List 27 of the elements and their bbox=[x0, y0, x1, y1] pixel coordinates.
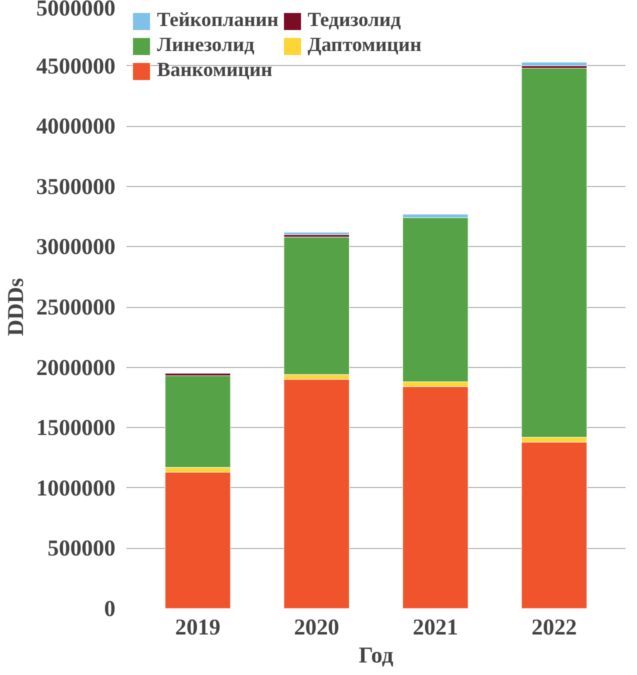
y-axis-title: DDDs bbox=[3, 278, 28, 336]
x-tick-label: 2021 bbox=[412, 614, 458, 640]
x-tick-label: 2019 bbox=[175, 614, 220, 640]
legend-label: Линезолид bbox=[157, 34, 254, 57]
legend-label: Даптомицин bbox=[308, 34, 422, 57]
y-tick-label: 4000000 bbox=[36, 114, 116, 139]
legend-label: Тедизолид bbox=[308, 9, 401, 32]
y-tick-label: 1000000 bbox=[36, 475, 116, 500]
legend-label: Ванкомицин bbox=[157, 59, 272, 82]
legend-label: Тейкопланин bbox=[157, 9, 279, 32]
y-tick-label: 2000000 bbox=[36, 354, 116, 380]
x-tick-label: 2022 bbox=[532, 614, 577, 640]
bar bbox=[284, 232, 350, 235]
y-tick-label: 500000 bbox=[48, 536, 116, 561]
y-tick-label: 3000000 bbox=[36, 234, 116, 260]
y-tick-label: 5000000 bbox=[36, 0, 116, 20]
y-tick-label: 2500000 bbox=[36, 294, 116, 320]
bar bbox=[402, 386, 468, 608]
x-tick-label: 2020 bbox=[294, 614, 340, 640]
y-tick-label: 1500000 bbox=[36, 415, 116, 440]
x-axis-title: Год bbox=[358, 642, 394, 668]
bar bbox=[164, 472, 231, 608]
y-tick-label: 3500000 bbox=[36, 174, 116, 199]
bar bbox=[521, 442, 588, 608]
y-tick-label: 0 bbox=[104, 596, 116, 621]
bar bbox=[521, 62, 588, 66]
y-tick-label: 4500000 bbox=[36, 53, 116, 78]
